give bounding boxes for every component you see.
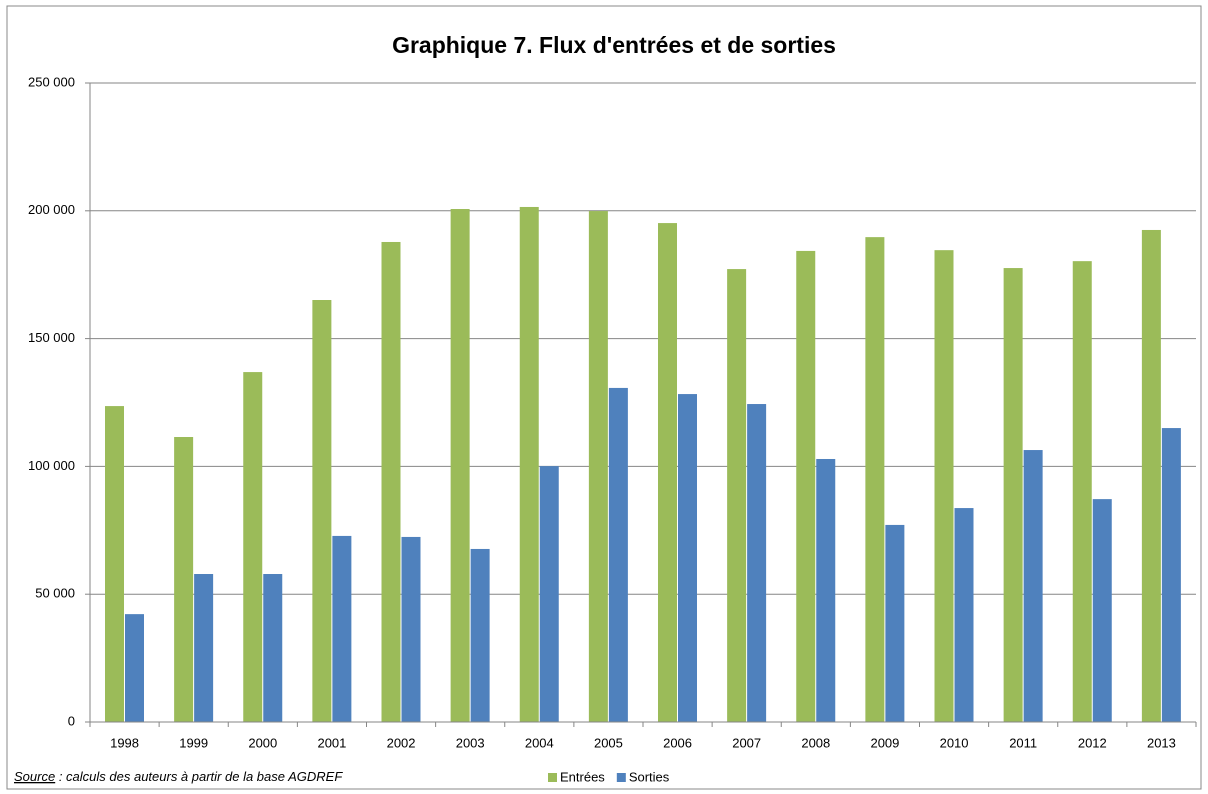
x-tick-label: 2003 — [456, 735, 485, 750]
x-tick-label: 2007 — [732, 735, 761, 750]
bar — [1023, 450, 1043, 722]
y-tick-label: 200 000 — [28, 202, 75, 217]
bar — [1092, 499, 1112, 722]
bar — [105, 406, 124, 722]
source-text: : calculs des auteurs à partir de la bas… — [55, 769, 343, 784]
legend-label: Entrées — [560, 769, 605, 784]
x-tick-label: 2012 — [1078, 735, 1107, 750]
source-note: Source : calculs des auteurs à partir de… — [14, 769, 343, 784]
x-tick-label: 2006 — [663, 735, 692, 750]
bar — [1161, 428, 1181, 722]
bar — [816, 458, 836, 722]
x-tick-label: 2013 — [1147, 735, 1176, 750]
bar — [539, 466, 559, 722]
source-label: Source — [14, 769, 55, 784]
y-tick-label: 50 000 — [35, 586, 75, 601]
bar — [263, 574, 283, 722]
x-tick-label: 2008 — [801, 735, 830, 750]
y-tick-label: 150 000 — [28, 330, 75, 345]
y-tick-label: 0 — [68, 713, 75, 728]
bar — [885, 524, 905, 722]
bar — [1072, 261, 1092, 722]
x-tick-label: 2011 — [1009, 735, 1037, 750]
bar — [658, 223, 677, 723]
bar — [678, 394, 697, 722]
x-tick-label: 1998 — [110, 735, 139, 750]
bar — [608, 387, 628, 722]
bar — [865, 237, 885, 722]
x-tick-label: 2005 — [594, 735, 623, 750]
bar — [470, 548, 490, 722]
bar — [954, 508, 974, 722]
x-tick-label: 2000 — [248, 735, 277, 750]
chart-title: Graphique 7. Flux d'entrées et de sortie… — [392, 32, 836, 58]
bar — [174, 437, 194, 722]
bar — [934, 250, 954, 722]
x-tick-label: 2010 — [940, 735, 969, 750]
bar — [588, 211, 608, 722]
x-tick-label: 2009 — [870, 735, 899, 750]
bar — [747, 404, 767, 722]
bar — [332, 535, 352, 722]
bar — [381, 241, 401, 722]
x-tick-label: 1999 — [179, 735, 208, 750]
bar — [1003, 268, 1023, 722]
bar — [796, 250, 816, 722]
bar — [125, 614, 144, 722]
bar — [727, 269, 747, 722]
x-tick-label: 2004 — [525, 735, 554, 750]
bar — [401, 536, 421, 722]
bar — [450, 209, 470, 722]
legend-label: Sorties — [629, 769, 670, 784]
bar — [312, 300, 332, 722]
bar — [243, 372, 263, 722]
bar — [519, 206, 539, 722]
legend-swatch — [616, 773, 626, 782]
y-tick-label: 100 000 — [28, 458, 75, 473]
bar — [194, 574, 214, 722]
x-tick-label: 2002 — [387, 735, 416, 750]
bar — [1141, 229, 1161, 722]
y-tick-label: 250 000 — [28, 74, 75, 89]
legend-swatch — [548, 773, 557, 782]
x-tick-label: 2001 — [317, 735, 346, 750]
